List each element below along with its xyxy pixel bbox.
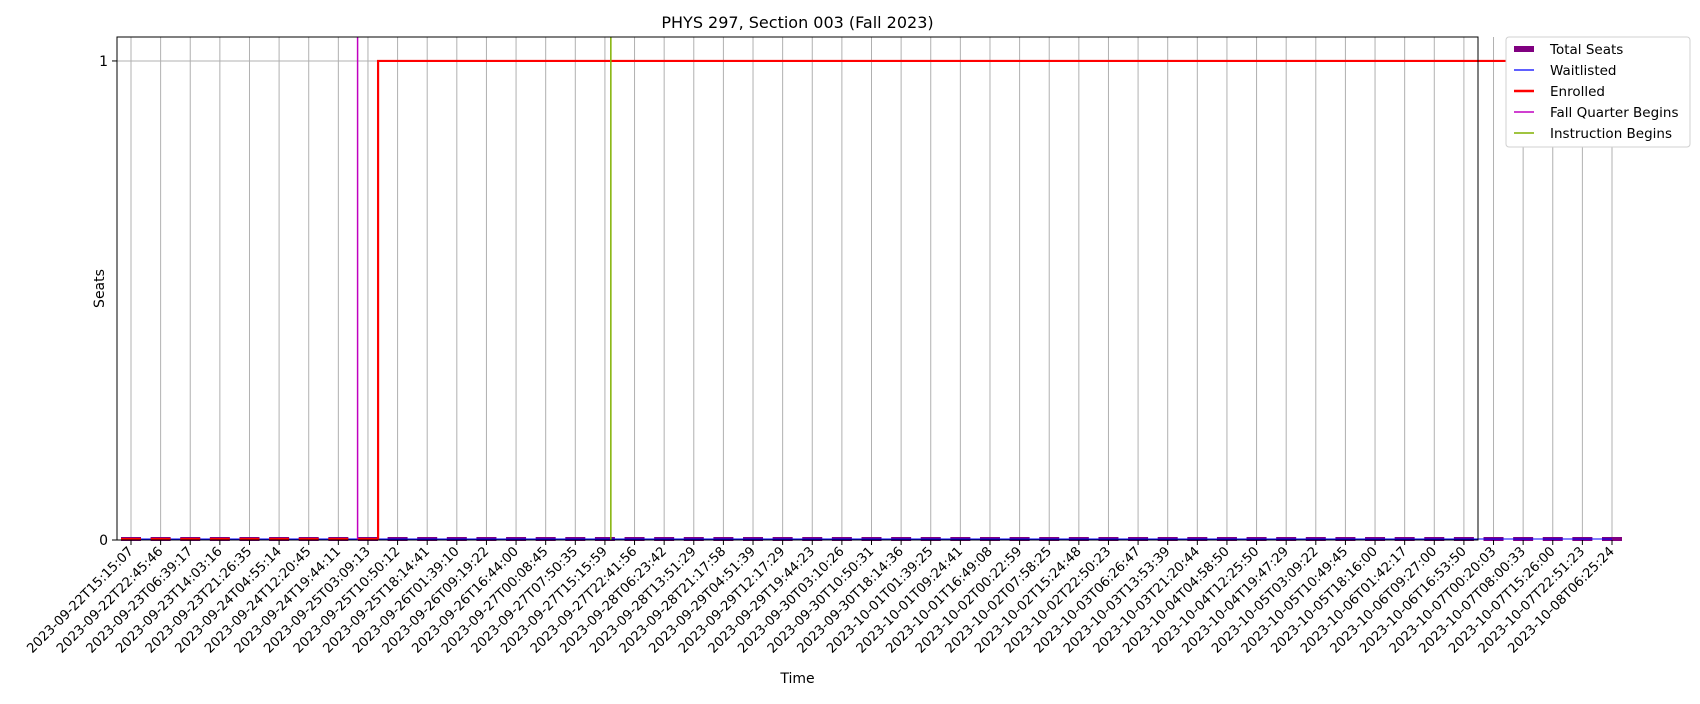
legend-label-total-seats: Total Seats [1549,42,1623,58]
legend: Total Seats Waitlisted Enrolled Fall Quarte… [1505,36,1691,148]
y-tick-label: 1 [99,54,108,70]
enrolled-step-line [376,59,1612,540]
chart-title: PHYS 297, Section 003 (Fall 2023) [661,13,933,32]
plot-frame [116,36,1479,541]
legend-box [1505,36,1691,148]
legend-label-instruction-begins: Instruction Begins [1550,126,1672,142]
y-axis-label: Seats [92,269,108,308]
legend-label-fall-quarter-begins: Fall Quarter Begins [1550,105,1679,121]
grid-lines [117,37,1613,541]
x-axis-label: Time [779,671,814,687]
legend-label-enrolled: Enrolled [1550,84,1605,100]
y-tick-label: 0 [99,533,108,549]
series-enrolled [121,59,1612,540]
legend-label-waitlisted: Waitlisted [1550,63,1617,79]
